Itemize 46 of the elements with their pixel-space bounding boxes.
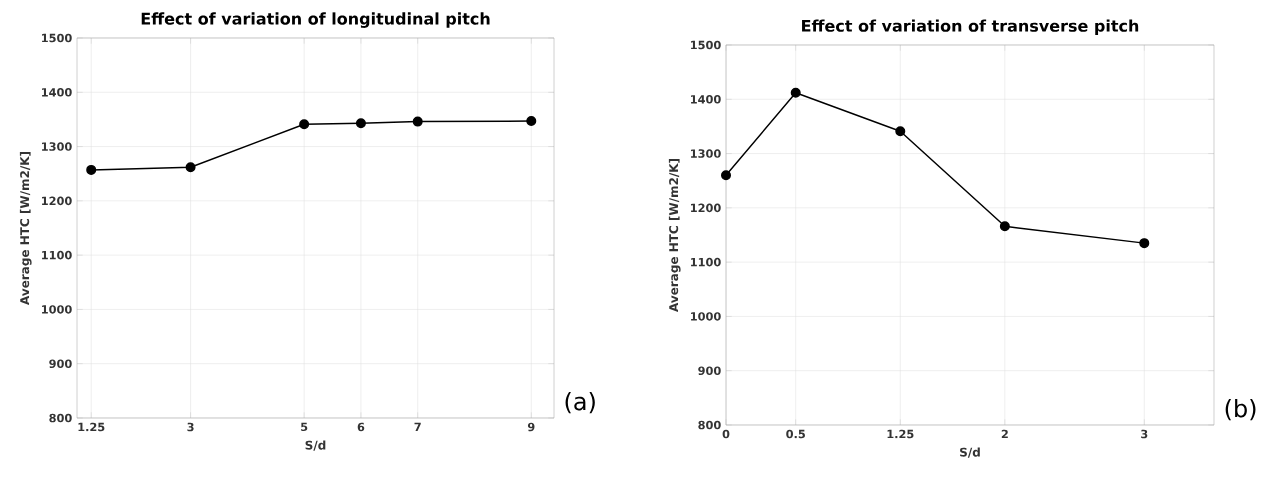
point <box>999 221 1010 232</box>
text: (a) <box>565 391 595 414</box>
x-tick-label: 1.25 <box>78 422 105 432</box>
point <box>355 118 366 129</box>
x-tick-label: 2 <box>1001 429 1008 439</box>
point <box>185 162 196 173</box>
point <box>721 170 732 181</box>
x-axis-title: S/d <box>305 440 326 451</box>
y-tick-label: 1400 <box>42 88 72 97</box>
point <box>895 126 906 137</box>
y-tick-label: 900 <box>49 359 72 368</box>
chart-title: Effect of variation of longitudinal pitch <box>141 12 490 28</box>
point <box>1139 238 1150 249</box>
x-tick-label: 7 <box>414 422 421 431</box>
y-tick-label: 1000 <box>691 312 721 321</box>
y-tick-label: 1200 <box>42 196 72 206</box>
y-axis-title: Average HTC [W/m2/K] <box>19 151 32 305</box>
x-tick-label: 0.5 <box>786 429 805 439</box>
point <box>412 116 423 127</box>
x-tick-label: 5 <box>301 422 308 432</box>
y-axis-title: Average HTC [W/m2/K] <box>668 158 681 312</box>
point <box>299 119 310 130</box>
y-tick-label: 1000 <box>42 305 72 314</box>
point <box>86 164 97 175</box>
x-tick-label: 1.25 <box>887 429 914 439</box>
x-tick-label: 0 <box>722 429 730 439</box>
chart-title: Effect of variation of transverse pitch <box>802 19 1139 35</box>
y-tick-label: 1400 <box>691 95 721 104</box>
x-tick-label: 6 <box>357 422 365 432</box>
y-tick-label: 1100 <box>691 257 721 267</box>
x-tick-label: 9 <box>527 422 535 432</box>
y-tick-label: 800 <box>49 413 72 423</box>
point <box>790 87 801 98</box>
y-tick-label: 1500 <box>691 40 721 50</box>
x-tick-label: 3 <box>1141 429 1148 439</box>
y-tick-label: 1100 <box>42 250 72 260</box>
x-axis-title: S/d <box>960 447 980 458</box>
point <box>526 116 537 127</box>
y-tick-label: 900 <box>698 366 721 375</box>
y-tick-label: 1300 <box>691 149 721 158</box>
y-tick-label: 1200 <box>691 203 721 213</box>
y-tick-label: 1300 <box>42 142 72 151</box>
y-tick-label: 1500 <box>42 33 72 43</box>
text: (b) <box>1225 398 1256 421</box>
x-tick-label: 3 <box>187 422 194 432</box>
y-tick-label: 800 <box>698 420 721 430</box>
